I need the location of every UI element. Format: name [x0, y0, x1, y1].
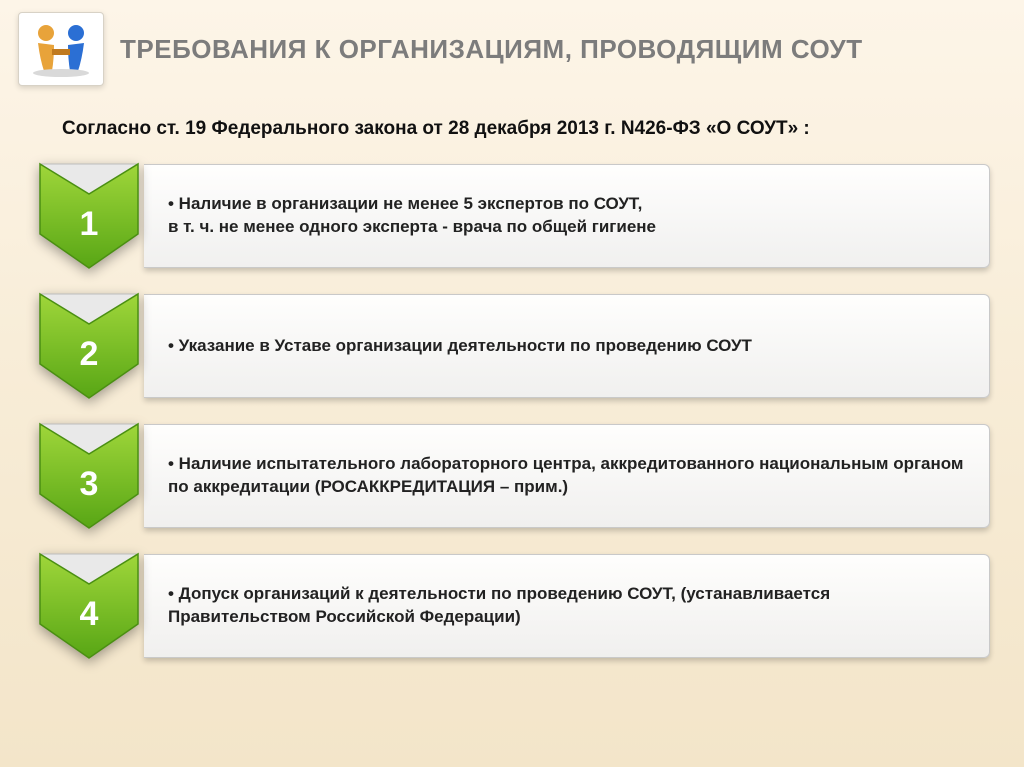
badge-number: 2: [80, 335, 99, 402]
item-text: • Наличие испытательного лабораторного ц…: [168, 453, 965, 499]
content-box: • Наличие испытательного лабораторного ц…: [144, 424, 990, 528]
list-item: 4 • Допуск организаций к деятельности по…: [34, 550, 990, 662]
requirements-list: 1 • Наличие в организации не менее 5 экс…: [0, 160, 1024, 662]
badge-number: 1: [80, 205, 99, 272]
item-text: • Допуск организаций к деятельности по п…: [168, 583, 965, 629]
content-box: • Наличие в организации не менее 5 экспе…: [144, 164, 990, 268]
header: ТРЕБОВАНИЯ К ОРГАНИЗАЦИЯМ, ПРОВОДЯЩИМ СО…: [0, 0, 1024, 92]
badge-number: 4: [80, 595, 99, 662]
subtitle: Согласно ст. 19 Федерального закона от 2…: [0, 92, 1024, 160]
chevron-badge: 1: [34, 160, 144, 272]
handshake-figures-icon: [18, 12, 104, 86]
page-title: ТРЕБОВАНИЯ К ОРГАНИЗАЦИЯМ, ПРОВОДЯЩИМ СО…: [120, 34, 863, 65]
chevron-badge: 4: [34, 550, 144, 662]
chevron-badge: 2: [34, 290, 144, 402]
list-item: 1 • Наличие в организации не менее 5 экс…: [34, 160, 990, 272]
chevron-badge: 3: [34, 420, 144, 532]
item-text: • Указание в Уставе организации деятельн…: [168, 335, 752, 358]
content-box: • Допуск организаций к деятельности по п…: [144, 554, 990, 658]
item-text: • Наличие в организации не менее 5 экспе…: [168, 193, 656, 239]
list-item: 2 • Указание в Уставе организации деятел…: [34, 290, 990, 402]
list-item: 3 • Наличие испытательного лабораторного…: [34, 420, 990, 532]
content-box: • Указание в Уставе организации деятельн…: [144, 294, 990, 398]
badge-number: 3: [80, 465, 99, 532]
